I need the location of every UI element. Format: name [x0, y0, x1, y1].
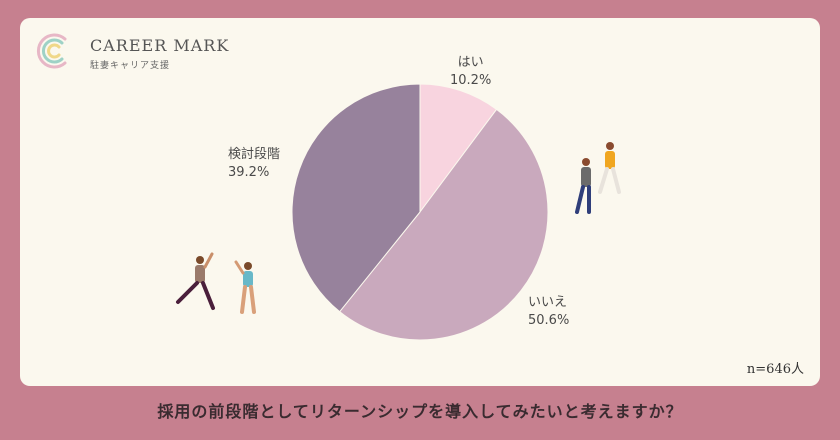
slice-value: 50.6%: [528, 313, 570, 328]
waving-people-icon: [176, 252, 256, 314]
career-mark-logo-icon: [36, 33, 67, 69]
slice-label-yes: はい 10.2%: [450, 54, 491, 90]
slice-name: いいえ: [528, 295, 568, 310]
slice-name: はい: [457, 55, 484, 70]
sample-size-note: n=646人: [746, 362, 804, 377]
chart-title: 採用の前段階としてリターンシップを導入してみたいと考えますか？: [157, 402, 683, 421]
pie-slice-no: [338, 108, 549, 341]
brand-name: CAREER MARK: [90, 36, 230, 55]
brand-subtitle: 駐妻キャリア支援: [90, 61, 171, 71]
slice-value: 10.2%: [450, 73, 492, 88]
pie-slice-yes: [419, 83, 498, 214]
pie-slice-consider: [291, 83, 421, 313]
slice-label-consider: 検討段階 39.2%: [228, 146, 280, 182]
slice-value: 39.2%: [228, 165, 270, 180]
walking-people-icon: [575, 142, 621, 214]
slice-name: 検討段階: [228, 147, 281, 162]
slice-label-no: いいえ 50.6%: [528, 294, 569, 330]
